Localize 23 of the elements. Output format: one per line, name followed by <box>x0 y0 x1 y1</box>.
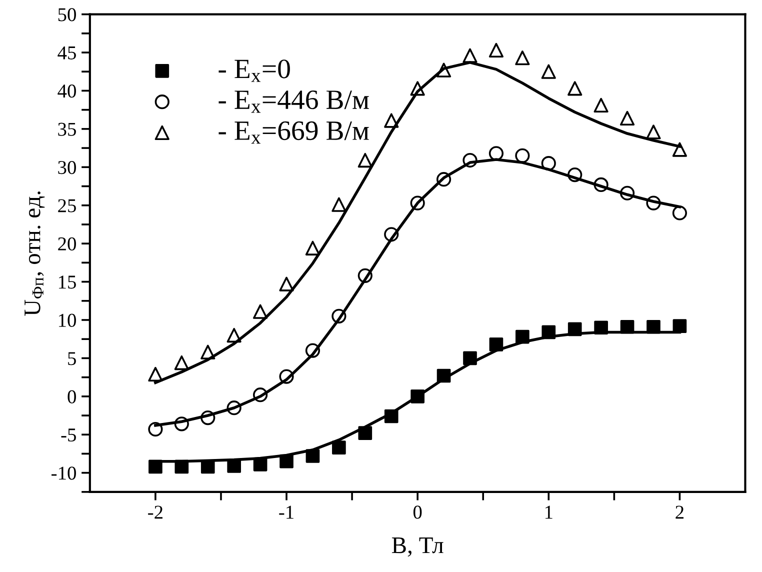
x-tick-label: -2 <box>148 506 162 519</box>
y-axis-title: U$_{Фп}$, отн. ед. <box>24 191 45 316</box>
x-tick-label: 2 <box>676 506 684 519</box>
y-tick-label: 0 <box>68 390 76 404</box>
legend-label: - E$_{x}$=446 В/м <box>218 90 369 113</box>
legend-label: - E$_{x}$=669 В/м <box>218 121 369 144</box>
y-tick-label: 25 <box>58 199 76 212</box>
y-tick-label: 50 <box>58 8 76 22</box>
x-tick-label: -1 <box>279 506 294 519</box>
y-tick-label: 20 <box>58 237 76 250</box>
y-tick-label: -10 <box>52 466 76 480</box>
x-tick-label: 1 <box>545 506 552 519</box>
y-tick-label: 35 <box>58 122 76 136</box>
y-tick-label: 45 <box>58 46 76 60</box>
y-tick-label: -5 <box>61 428 76 442</box>
y-tick-label: 40 <box>58 84 76 98</box>
y-tick-label: 15 <box>58 276 76 289</box>
legend-label: - E$_{x}$=0 <box>218 60 290 82</box>
y-tick-label: 30 <box>58 160 76 174</box>
x-tick-label: 0 <box>413 506 422 519</box>
x-axis-title: B, Тл <box>392 538 444 557</box>
y-tick-label: 10 <box>58 314 76 327</box>
y-tick-label: 5 <box>68 352 76 366</box>
